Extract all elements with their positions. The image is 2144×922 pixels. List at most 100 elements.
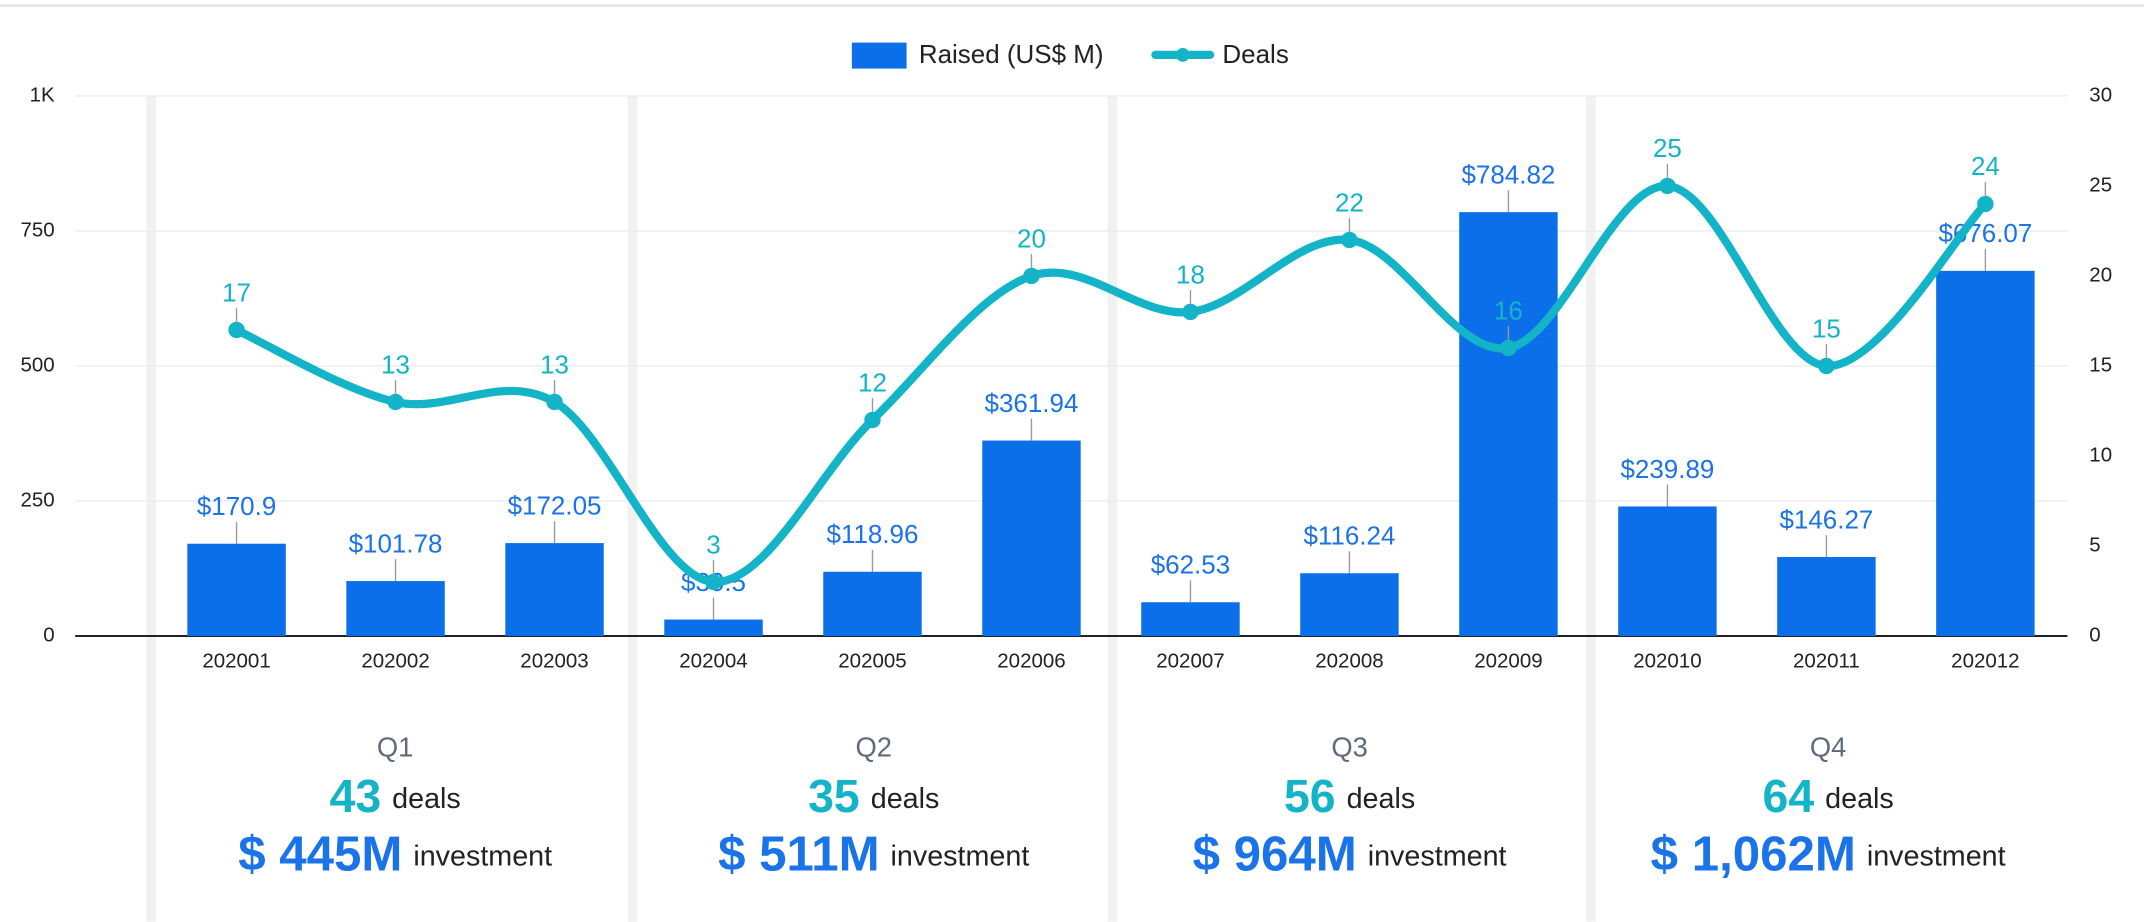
line-point xyxy=(1500,339,1517,357)
quarter-label: Q2 xyxy=(856,732,892,763)
panels xyxy=(146,95,1596,922)
deals-count: 43 xyxy=(330,770,382,822)
x-tick-label: 202005 xyxy=(838,649,906,672)
line-point xyxy=(1341,231,1358,249)
legend-label: Deals xyxy=(1222,39,1288,69)
bar xyxy=(982,440,1081,637)
quarter-deals: 35 deals xyxy=(808,770,939,822)
bar-value-label: $784.82 xyxy=(1461,159,1555,189)
bar xyxy=(1618,506,1717,637)
bar-value-label: $118.96 xyxy=(827,519,919,549)
x-tick-label: 202003 xyxy=(520,649,588,672)
investment-amount: $ 511M xyxy=(718,827,879,882)
y2-tick-label: 0 xyxy=(2089,623,2100,646)
bar xyxy=(1936,270,2035,637)
bar xyxy=(1459,212,1558,637)
line-point xyxy=(1818,357,1835,375)
quarter-investment: $ 964M investment xyxy=(1193,827,1507,882)
bar-value-label: $62.53 xyxy=(1151,550,1230,580)
y-tick-label: 1K xyxy=(30,83,55,106)
x-tick-label: 202011 xyxy=(1793,649,1860,672)
bar xyxy=(1777,557,1876,637)
y2-tick-label: 10 xyxy=(2089,443,2112,466)
line-point xyxy=(546,393,563,411)
legend-label: Raised (US$ M) xyxy=(919,39,1104,69)
x-tick-label: 202004 xyxy=(679,649,747,672)
line-value-label: 12 xyxy=(858,367,887,397)
line-value-label: 15 xyxy=(1812,313,1841,343)
line-point xyxy=(1182,303,1199,321)
quarter-deals: 43 deals xyxy=(330,770,461,822)
investment-unit: investment xyxy=(1368,840,1507,872)
quarter-label: Q1 xyxy=(377,732,413,763)
line-value-label: 13 xyxy=(540,349,569,379)
bar xyxy=(823,571,922,637)
line-point xyxy=(1977,195,1994,213)
quarter-deals: 64 deals xyxy=(1763,770,1894,822)
investment-unit: investment xyxy=(891,840,1030,872)
quarter-deals: 56 deals xyxy=(1284,770,1415,822)
legend-swatch xyxy=(1175,48,1190,62)
bar xyxy=(1141,602,1240,637)
y2-tick-label: 15 xyxy=(2089,353,2112,376)
bar xyxy=(505,543,604,637)
bar xyxy=(664,619,763,637)
line-point xyxy=(228,321,245,339)
line-point xyxy=(864,411,881,429)
x-tick-label: 202009 xyxy=(1474,649,1542,672)
x-tick-label: 202008 xyxy=(1315,649,1383,672)
x-tick-label: 202001 xyxy=(202,649,270,672)
y2-tick-label: 25 xyxy=(2089,173,2112,196)
x-tick-label: 202010 xyxy=(1633,649,1701,672)
bar-value-label: $172.05 xyxy=(508,490,602,520)
deals-unit: deals xyxy=(871,783,940,815)
investment-amount: $ 1,062M xyxy=(1651,827,1856,882)
line-value-label: 18 xyxy=(1176,259,1205,289)
investment-unit: investment xyxy=(413,840,552,872)
legend-swatch xyxy=(851,42,907,69)
y2-tick-label: 20 xyxy=(2089,263,2112,286)
deals-count: 64 xyxy=(1763,770,1815,822)
line-value-label: 17 xyxy=(222,277,251,307)
deals-count: 35 xyxy=(808,770,860,822)
panel-separator xyxy=(1107,95,1118,922)
bar-value-label: $101.78 xyxy=(349,528,443,558)
line-value-label: 22 xyxy=(1335,187,1364,217)
deals-unit: deals xyxy=(392,783,461,815)
line-value-label: 24 xyxy=(1971,151,2000,181)
bar-value-label: $239.89 xyxy=(1620,454,1714,484)
bar xyxy=(1300,573,1399,637)
y-tick-label: 0 xyxy=(43,623,54,646)
bar-value-label: $146.27 xyxy=(1779,504,1873,534)
line-value-label: 25 xyxy=(1653,133,1682,163)
x-tick-label: 202002 xyxy=(361,649,429,672)
investment-unit: investment xyxy=(1867,840,2006,872)
bar-value-label: $361.94 xyxy=(985,388,1079,418)
line-point xyxy=(387,393,404,411)
x-tick-label: 202012 xyxy=(1951,649,2019,672)
line-value-label: 3 xyxy=(706,529,720,559)
y2-tick-label: 30 xyxy=(2089,83,2112,106)
investment-amount: $ 964M xyxy=(1193,827,1357,882)
quarter-label: Q4 xyxy=(1810,732,1846,763)
bar xyxy=(187,543,286,637)
line-point xyxy=(1659,177,1676,195)
line-point xyxy=(705,573,722,591)
line-value-label: 20 xyxy=(1017,223,1046,253)
y2-tick-label: 5 xyxy=(2089,533,2100,556)
panel-separator xyxy=(146,95,156,922)
deals-unit: deals xyxy=(1825,783,1894,815)
panel-separator xyxy=(627,95,638,922)
legend: Raised (US$ M) Deals xyxy=(851,39,1289,69)
quarter-investment: $ 445M investment xyxy=(238,827,552,882)
line-value-label: 16 xyxy=(1494,295,1523,325)
quarter-investment: $ 511M investment xyxy=(718,827,1029,882)
bar xyxy=(346,581,445,637)
x-tick-label: 202006 xyxy=(997,649,1065,672)
y-tick-label: 500 xyxy=(20,353,54,376)
line-value-label: 13 xyxy=(381,349,410,379)
line-point xyxy=(1023,267,1040,285)
y-tick-label: 750 xyxy=(20,218,54,241)
x-tick-label: 202007 xyxy=(1156,649,1224,672)
